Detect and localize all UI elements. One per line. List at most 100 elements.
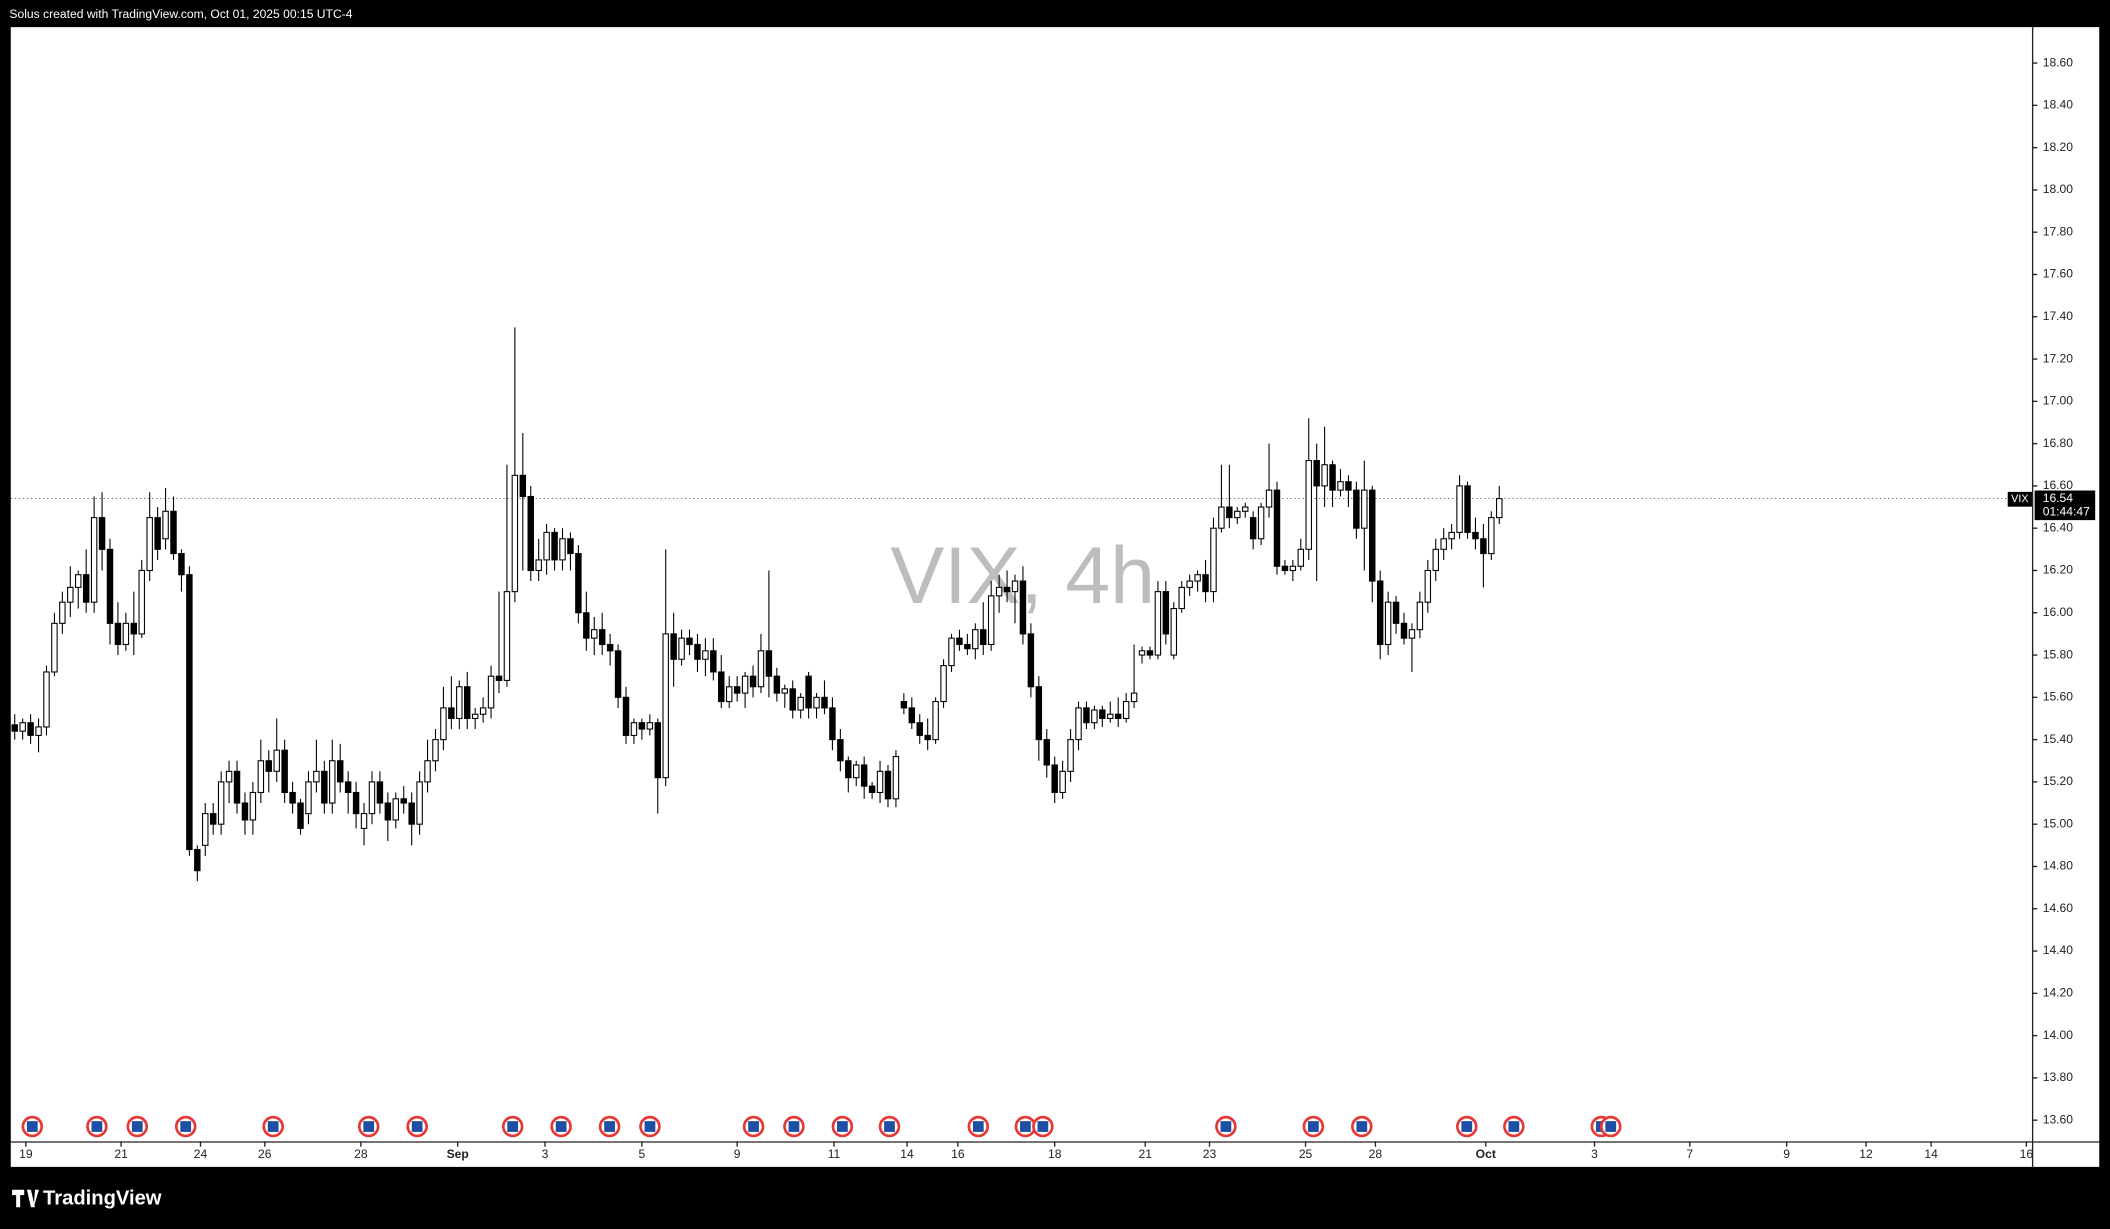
candle xyxy=(1313,443,1320,582)
candle xyxy=(202,803,209,856)
candle xyxy=(146,492,153,582)
event-icon xyxy=(878,1115,901,1138)
candle-body xyxy=(368,781,376,815)
candle xyxy=(797,693,804,719)
candle xyxy=(853,760,860,787)
candle xyxy=(162,488,169,550)
candle xyxy=(646,714,654,736)
candle xyxy=(686,629,693,656)
candle xyxy=(1392,595,1400,634)
candle xyxy=(1432,538,1439,582)
candle xyxy=(781,684,789,708)
candle-body xyxy=(1186,580,1193,588)
candle-body xyxy=(1027,633,1035,688)
candle-body xyxy=(1202,574,1209,593)
candle-body xyxy=(352,791,360,815)
candle-body xyxy=(257,760,265,794)
candle-body xyxy=(416,781,423,825)
candle xyxy=(305,771,312,825)
candle-body xyxy=(75,574,82,588)
candle xyxy=(1003,570,1011,603)
event-icon xyxy=(1599,1115,1622,1138)
x-tick-label: 9 xyxy=(1783,1147,1790,1161)
event-icon xyxy=(174,1115,197,1138)
event-icon xyxy=(1032,1115,1054,1138)
candle-body xyxy=(813,696,820,709)
candle xyxy=(360,803,368,846)
candle xyxy=(1345,475,1352,508)
x-tick-label: 16 xyxy=(2020,1147,2034,1161)
candle-body xyxy=(749,675,757,688)
candle xyxy=(1234,507,1241,524)
candle xyxy=(138,559,145,639)
y-tick-label: 16.60 xyxy=(2043,478,2074,492)
candle xyxy=(1122,693,1130,723)
event-flag xyxy=(91,1121,103,1132)
event-flag xyxy=(1037,1121,1049,1132)
candle-body xyxy=(289,791,296,804)
candle xyxy=(1273,481,1281,575)
candle xyxy=(1162,581,1170,645)
candle-body xyxy=(1226,506,1233,519)
candle-body xyxy=(598,629,606,646)
x-tick-label: 11 xyxy=(828,1147,841,1161)
candle-body xyxy=(543,531,550,561)
candle xyxy=(765,570,773,698)
candle-body xyxy=(884,770,892,800)
candle xyxy=(1361,460,1368,571)
candle xyxy=(217,771,225,835)
price-label: 16.54 xyxy=(2043,491,2074,505)
x-tick-label: 9 xyxy=(734,1147,741,1161)
logo: TradingView xyxy=(12,1188,162,1210)
candle xyxy=(1297,538,1305,571)
candle xyxy=(813,693,820,719)
candle-body xyxy=(1241,506,1249,512)
event-flag xyxy=(1020,1121,1031,1132)
candle-body xyxy=(519,474,527,498)
candle xyxy=(654,718,661,814)
event-icon xyxy=(1014,1115,1037,1138)
event-flag xyxy=(837,1121,848,1132)
candle-body xyxy=(1249,517,1257,540)
candle-body xyxy=(718,671,725,703)
candle xyxy=(892,750,900,808)
y-tick-label: 14.80 xyxy=(2043,859,2074,873)
candle xyxy=(1027,623,1035,698)
candle-body xyxy=(1146,650,1154,656)
candle-body xyxy=(876,770,884,794)
candle-body xyxy=(1178,586,1185,610)
candle-body xyxy=(114,622,122,646)
candle-body xyxy=(281,749,288,794)
candle-body xyxy=(194,849,201,872)
event-icon xyxy=(406,1115,428,1138)
candle-body xyxy=(678,637,685,660)
brand: TradingView xyxy=(43,1188,162,1210)
candle xyxy=(329,739,336,814)
candle-body xyxy=(654,722,661,779)
candle xyxy=(281,739,288,804)
candle-body xyxy=(479,707,487,715)
event-flag xyxy=(1307,1121,1319,1132)
candle-body xyxy=(1345,481,1352,491)
candle-body xyxy=(1337,481,1344,491)
candle-body xyxy=(1154,591,1162,656)
candle xyxy=(495,591,503,694)
candle-body xyxy=(51,622,58,673)
y-tick-label: 16.40 xyxy=(2043,520,2074,534)
candle-body xyxy=(710,650,717,673)
event-flag xyxy=(26,1121,38,1132)
candle xyxy=(622,686,630,744)
price-box xyxy=(2034,490,2096,521)
candle-body xyxy=(797,696,804,711)
y-tick-label: 15.60 xyxy=(2043,690,2074,704)
candle xyxy=(106,538,114,645)
candle xyxy=(154,507,161,560)
candle xyxy=(424,739,431,793)
candle xyxy=(27,714,34,744)
event-flag xyxy=(1508,1121,1520,1132)
candle-body xyxy=(773,675,781,694)
candle xyxy=(273,718,280,782)
candle-body xyxy=(336,760,344,783)
candle xyxy=(1305,418,1312,560)
event-flag xyxy=(363,1121,375,1132)
